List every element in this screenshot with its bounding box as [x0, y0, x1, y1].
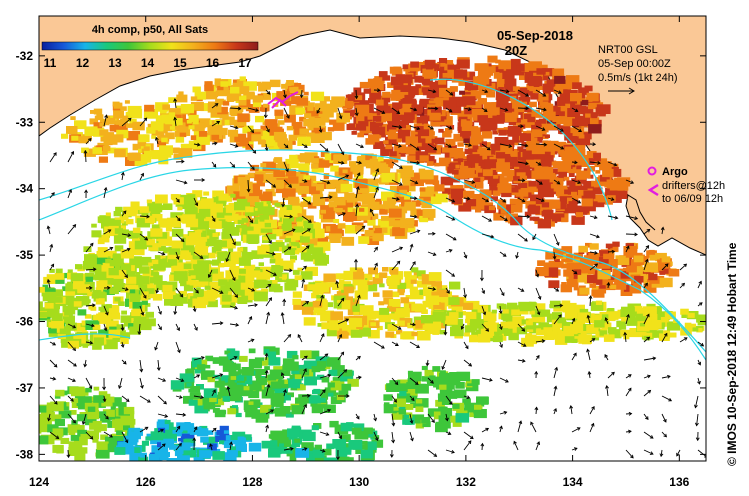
y-tick--38: -38 — [16, 447, 34, 461]
drifter-tracks — [267, 91, 299, 109]
drifter-marker-icon — [647, 183, 659, 197]
y-tick--37: -37 — [16, 381, 34, 395]
colorbar-tick-15: 15 — [173, 56, 187, 70]
map-time: 20Z — [505, 43, 527, 58]
info-datetime: 05-Sep 00:00Z — [598, 58, 671, 70]
y-tick-labels: -32 -33 -34 -35 -36 -37 -38 — [16, 49, 34, 462]
axis-ticks — [38, 16, 706, 461]
y-tick--34: -34 — [16, 182, 34, 196]
colorbar-ramp — [41, 41, 259, 51]
x-tick-136: 136 — [669, 475, 689, 489]
x-tick-130: 130 — [349, 475, 369, 489]
coastline-detail — [627, 194, 656, 231]
colorbar-tick-16: 16 — [206, 56, 220, 70]
info-product: NRT00 GSL — [598, 44, 658, 56]
argo-marker-icon — [647, 166, 657, 176]
current-arrows — [46, 88, 706, 461]
y-tick--35: -35 — [16, 248, 34, 262]
x-tick-132: 132 — [456, 475, 476, 489]
y-tick--36: -36 — [16, 315, 34, 329]
contour-deep — [39, 333, 131, 341]
x-tick-126: 126 — [136, 475, 156, 489]
scale-arrow — [608, 87, 635, 95]
y-tick--33: -33 — [16, 115, 34, 129]
colorbar-tick-12: 12 — [76, 56, 90, 70]
contour-inner — [429, 78, 613, 221]
contour-shelf — [39, 149, 706, 353]
colorbar: 4h comp, p50, All Sats 11 12 13 14 15 16 17 — [41, 24, 259, 70]
imos-credit: © IMOS 10-Sep-2018 12:49 Hobart Time — [725, 242, 739, 466]
colorbar-ticks: 11 12 13 14 15 16 17 — [44, 56, 252, 70]
colorbar-title: 4h comp, p50, All Sats — [92, 24, 208, 36]
plot-frame — [38, 15, 707, 462]
contour-slope — [39, 167, 706, 361]
colorbar-tick-14: 14 — [141, 56, 155, 70]
x-tick-124: 124 — [29, 475, 49, 489]
colorbar-tick-13: 13 — [108, 56, 122, 70]
x-tick-134: 134 — [563, 475, 583, 489]
sst-field — [39, 55, 706, 461]
info-scale: 0.5m/s (1kt 24h) — [598, 72, 677, 84]
drifter-label-2: to 06/09 12h — [662, 193, 723, 205]
colorbar-tick-17: 17 — [238, 56, 252, 70]
drifter-label-1: drifters@12h — [662, 180, 725, 192]
x-tick-128: 128 — [242, 475, 262, 489]
argo-label: Argo — [662, 166, 688, 178]
map-date: 05-Sep-2018 — [497, 28, 573, 43]
colorbar-tick-11: 11 — [44, 56, 57, 70]
drifter-legend: drifters@12h to 06/09 12h — [647, 180, 725, 205]
y-tick--32: -32 — [16, 49, 34, 63]
drifter-track-2 — [271, 98, 287, 109]
argo-legend: Argo — [647, 166, 688, 178]
x-tick-labels: 124 126 128 130 132 134 136 — [29, 475, 690, 489]
bathymetry-contours — [39, 78, 706, 361]
